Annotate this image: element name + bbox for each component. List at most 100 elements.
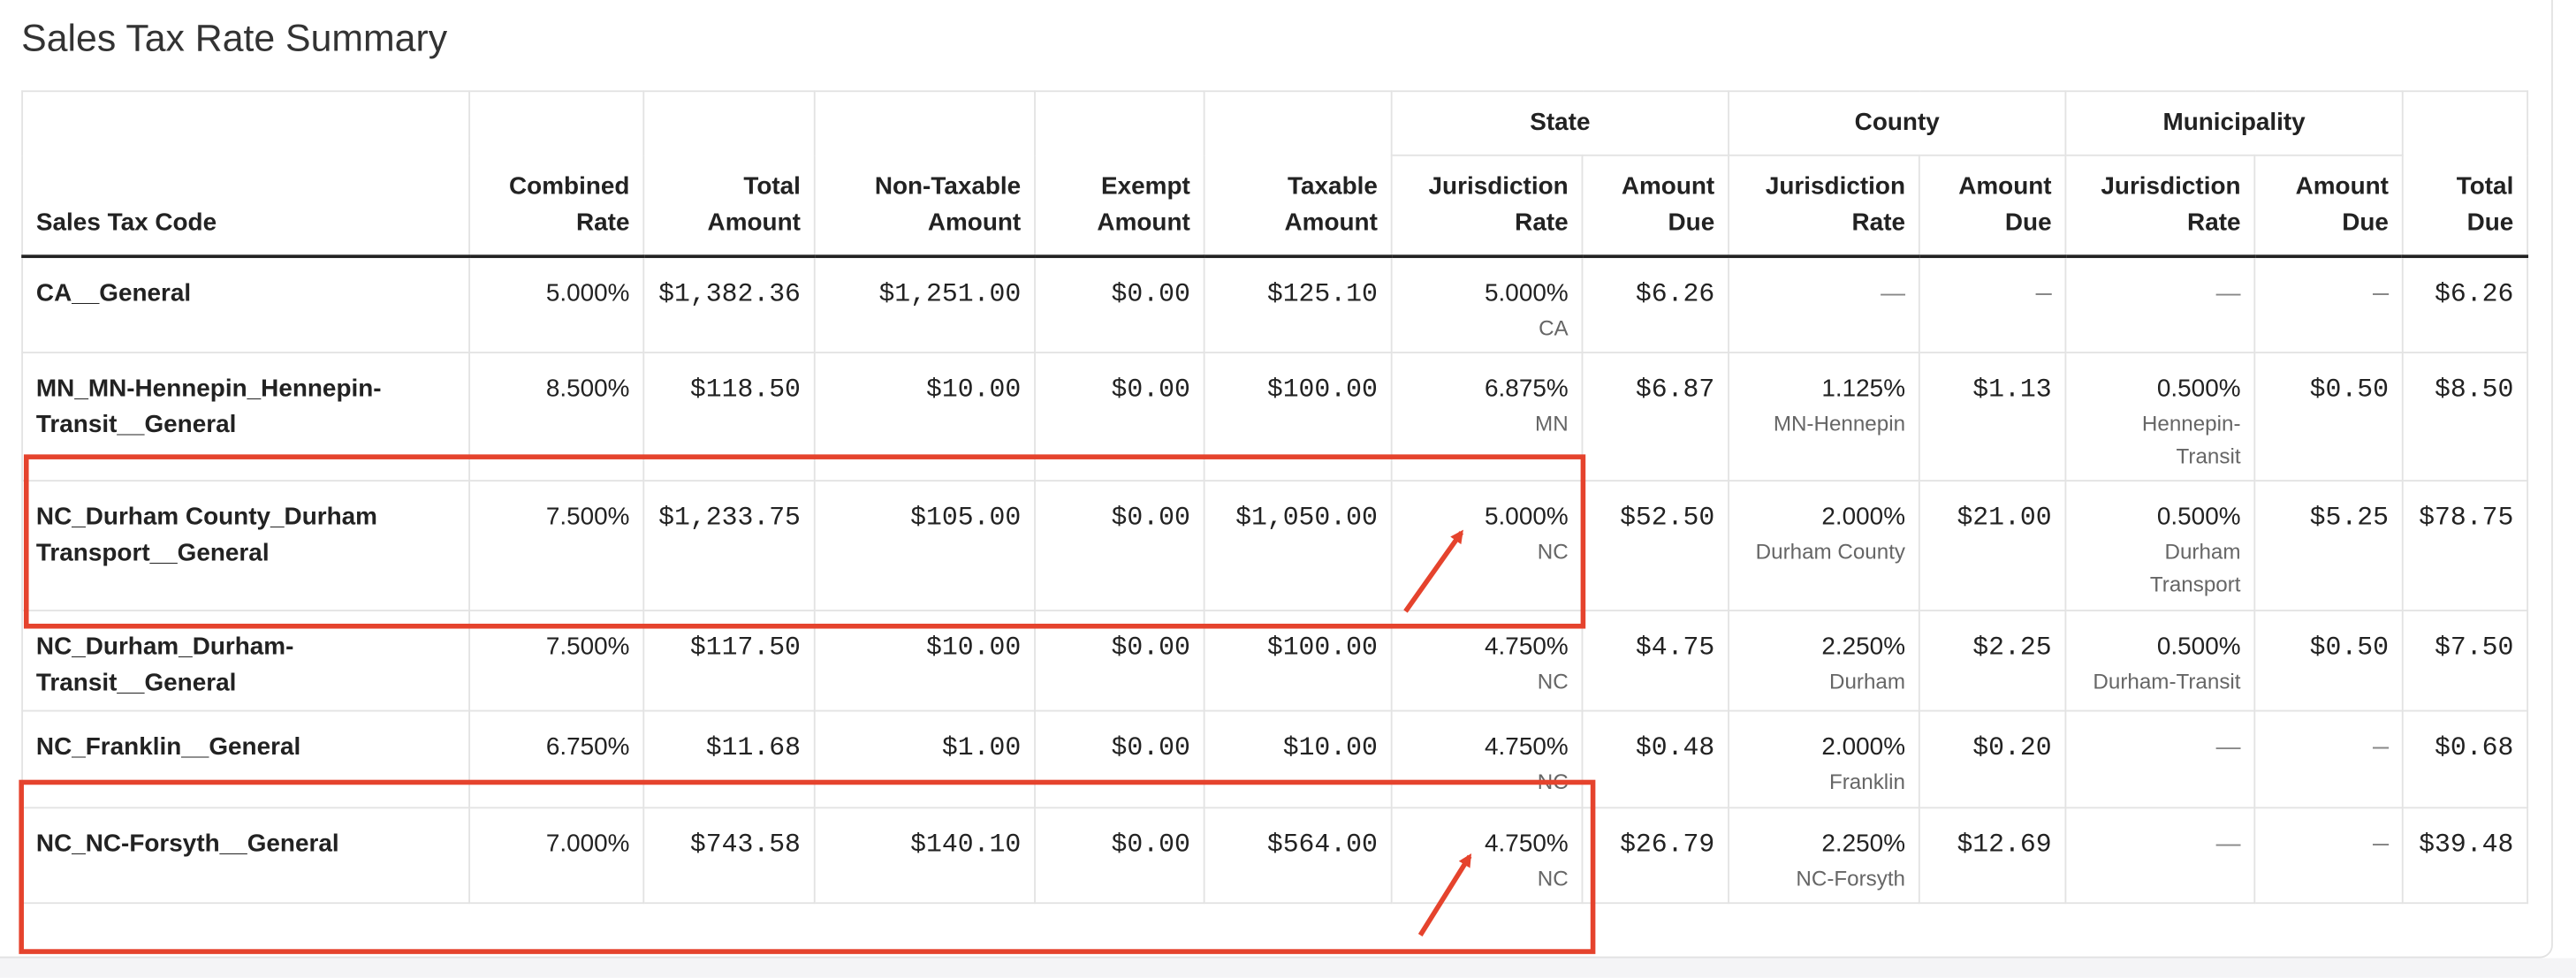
cell: $0.00 xyxy=(1034,807,1205,905)
cell: $0.48 xyxy=(1581,709,1729,809)
column-header: Jurisdiction Rate xyxy=(1390,154,1584,258)
jurisdiction: NC xyxy=(1537,539,1569,565)
column-header: Jurisdiction Rate xyxy=(1728,154,1920,258)
table-row: MN_MN-Hennepin_Hennepin-Transit__General… xyxy=(21,352,2529,482)
header-group-row: Sales Tax Code Combined Rate Total Amount N… xyxy=(21,90,2529,258)
rate: 6.875% xyxy=(1485,375,1569,403)
jurisdiction: Franklin xyxy=(1828,769,1906,794)
cell: $564.00 xyxy=(1203,807,1393,905)
rate-cell: 2.000% Franklin xyxy=(1728,709,1920,809)
cell: $5.25 xyxy=(2253,480,2404,612)
rate-cell: 2.250% NC-Forsyth xyxy=(1728,807,1920,905)
cell: $11.68 xyxy=(642,709,816,809)
cell: $6.87 xyxy=(1581,352,1729,482)
rate: 0.500% xyxy=(2156,633,2241,661)
cell: 7.500% xyxy=(468,480,645,612)
cell: $39.48 xyxy=(2401,807,2529,905)
cell: — xyxy=(2064,709,2256,809)
rate: 1.125% xyxy=(1821,375,1906,403)
tax-code: MN_MN-Hennepin_Hennepin-Transit__General xyxy=(21,352,471,482)
cell: $1,233.75 xyxy=(642,480,816,612)
cell: $0.00 xyxy=(1034,254,1205,353)
table-row: NC_Franklin__General 6.750% $11.68 $1.00 $0.… xyxy=(21,709,2529,809)
jurisdiction: Durham xyxy=(1828,669,1906,694)
rate: 5.000% xyxy=(1485,503,1569,531)
jurisdiction: CA xyxy=(1539,315,1569,340)
cell: $140.10 xyxy=(813,807,1036,905)
group-header: State xyxy=(1390,90,1729,156)
highlight-box xyxy=(19,779,1596,954)
jurisdiction: Durham County xyxy=(1755,539,1906,565)
cell: $1.00 xyxy=(813,709,1036,809)
table-row: CA__General 5.000% $1,382.36 $1,251.00 $0.00… xyxy=(21,254,2529,353)
rate: 0.500% xyxy=(2156,503,2241,531)
rate-cell: 4.750% NC xyxy=(1390,709,1584,809)
rate: 4.750% xyxy=(1485,732,1569,762)
rate-cell: 2.000% Durham County xyxy=(1728,480,1920,612)
cell: 8.500% xyxy=(468,352,645,482)
cell: $2.25 xyxy=(1918,610,2067,712)
rate: 4.750% xyxy=(1485,633,1569,661)
rate: 5.000% xyxy=(1485,278,1569,307)
arrow xyxy=(1403,529,1464,613)
jurisdiction: NC xyxy=(1537,669,1569,694)
cell: — xyxy=(2064,807,2256,905)
cell: $21.00 xyxy=(1918,480,2067,612)
column-header: Taxable Amount xyxy=(1203,90,1393,258)
cell: $0.50 xyxy=(2253,610,2404,712)
cell: $7.50 xyxy=(2401,610,2529,712)
cell: $78.75 xyxy=(2401,480,2529,612)
column-header: Non-Taxable Amount xyxy=(813,90,1036,258)
cell: $0.50 xyxy=(2253,352,2404,482)
column-header: Amount Due xyxy=(2253,154,2404,258)
cell: $26.79 xyxy=(1581,807,1729,905)
group-header: County xyxy=(1728,90,2067,156)
page-title: Sales Tax Rate Summary xyxy=(21,16,448,59)
cell: $1.13 xyxy=(1918,352,2067,482)
tax-code: CA__General xyxy=(21,254,471,353)
cell: $6.26 xyxy=(1581,254,1729,353)
cell: $1,251.00 xyxy=(813,254,1036,353)
cell: — xyxy=(1918,254,2067,353)
cell: — xyxy=(2253,254,2404,353)
rate: 2.000% xyxy=(1821,732,1906,762)
jurisdiction: Hennepin-Transit xyxy=(2141,411,2241,469)
header-row: Jurisdiction Rate Amount Due Jurisdiction … xyxy=(22,154,2527,258)
jurisdiction: NC-Forsyth xyxy=(1796,866,1906,891)
rate: 2.250% xyxy=(1821,633,1906,661)
cell: — xyxy=(2253,709,2404,809)
rate: 2.000% xyxy=(1821,503,1906,531)
arrow xyxy=(1417,853,1472,936)
cell: $0.00 xyxy=(1034,709,1205,809)
cell: $105.00 xyxy=(813,480,1036,612)
column-header: Amount Due xyxy=(1918,154,2067,258)
jurisdiction: MN xyxy=(1535,411,1569,436)
table-row: NC_NC-Forsyth__General 7.000% $743.58 $140.… xyxy=(21,807,2529,905)
cell: — xyxy=(2253,807,2404,905)
column-header: Sales Tax Code xyxy=(21,90,471,258)
jurisdiction: Durham Transport xyxy=(2149,539,2241,597)
rate-cell: 0.500% Durham-Transit xyxy=(2064,610,2256,712)
page-background xyxy=(0,958,2576,978)
rate-cell: 2.250% Durham xyxy=(1728,610,1920,712)
rate: 4.750% xyxy=(1485,830,1569,859)
cell: $6.26 xyxy=(2401,254,2529,353)
cell: $125.10 xyxy=(1203,254,1393,353)
cell: $0.00 xyxy=(1034,480,1205,612)
cell: $1,050.00 xyxy=(1203,480,1393,612)
column-header: Total Amount xyxy=(642,90,816,258)
jurisdiction: Durham-Transit xyxy=(2093,669,2241,694)
cell: $743.58 xyxy=(642,807,816,905)
cell: $100.00 xyxy=(1203,352,1393,482)
cell: $0.20 xyxy=(1918,709,2067,809)
rate: 0.500% xyxy=(2156,375,2241,403)
rate: 2.250% xyxy=(1821,830,1906,859)
cell: $8.50 xyxy=(2401,352,2529,482)
cell: $10.00 xyxy=(1203,709,1393,809)
cell: $10.00 xyxy=(813,352,1036,482)
cell: $0.68 xyxy=(2401,709,2529,809)
column-header: Total Due xyxy=(2401,90,2529,258)
cell: 7.000% xyxy=(468,807,645,905)
